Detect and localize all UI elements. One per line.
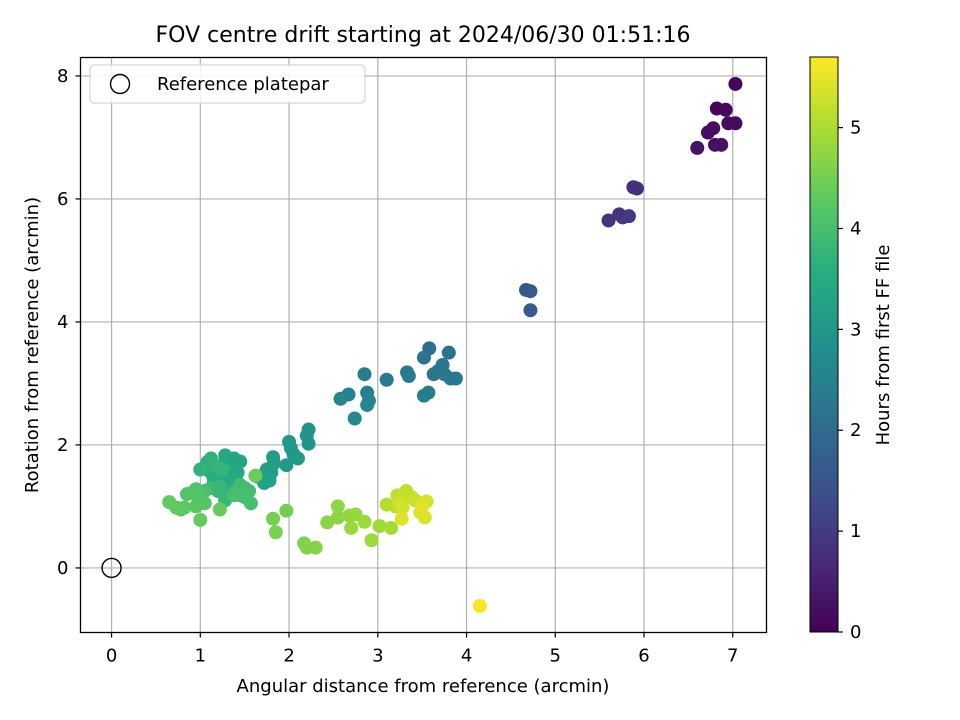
y-tick-label: 0 [57,558,68,579]
colorbar-tick-label: 2 [850,420,861,441]
colorbar-tick-label: 0 [850,622,861,643]
data-point [360,397,375,412]
data-point [333,391,348,406]
data-point [215,462,230,477]
x-tick-label: 6 [638,646,649,667]
data-point [212,502,227,517]
data-point [417,510,432,525]
data-point [308,540,323,555]
y-axis-ticks: 0 2 4 6 8 [57,66,81,579]
data-point [523,284,538,299]
data-point [441,345,456,360]
data-point [357,514,372,529]
legend-marker-reference [109,73,131,95]
data-point [290,451,305,466]
colorbar-label: Hours from first FF file [873,245,894,446]
colorbar: 0 1 2 3 4 5 Hours from first FF file [809,56,894,643]
y-tick-label: 4 [57,312,68,333]
data-point [601,213,616,228]
data-point [401,369,416,384]
x-tick-label: 4 [461,646,472,667]
colorbar-ticks: 0 1 2 3 4 5 [838,118,861,643]
data-point [357,367,372,382]
data-point [392,496,407,511]
chart-title: FOV centre drift starting at 2024/06/30 … [156,23,691,48]
legend: Reference platepar [89,64,366,104]
data-point [179,487,194,502]
x-axis-label: Angular distance from reference (arcmin) [237,676,610,697]
x-tick-label: 2 [283,646,294,667]
x-tick-label: 5 [550,646,561,667]
y-tick-label: 2 [57,435,68,456]
y-axis-label: Rotation from reference (arcmin) [22,197,43,493]
data-point [621,209,636,224]
data-point [629,181,644,196]
data-point [379,372,394,387]
legend-label-reference: Reference platepar [157,74,329,95]
data-point [372,519,387,534]
data-point [266,511,281,526]
x-tick-label: 1 [195,646,206,667]
data-point [472,599,487,614]
data-point [188,499,203,514]
x-tick-label: 0 [106,646,117,667]
x-axis-ticks: 0 1 2 3 4 5 6 7 [106,632,739,667]
colorbar-tick-label: 5 [850,118,861,139]
data-point [330,510,345,525]
data-point [193,462,208,477]
data-point [384,520,399,535]
x-tick-label: 7 [727,646,738,667]
data-point [330,499,345,514]
legend-box [89,64,366,104]
data-point [364,533,379,548]
data-point [162,495,177,510]
data-point [394,511,409,526]
data-point [347,411,362,426]
data-points [162,76,743,614]
reference-layer [101,557,122,579]
data-point [448,371,463,386]
data-point [728,76,743,91]
reference-platepar-marker [101,557,122,579]
data-point [415,499,430,514]
data-point [279,503,294,518]
data-point [700,125,715,140]
colorbar-gradient [809,56,839,633]
colorbar-tick-label: 3 [850,319,861,340]
data-point [243,496,258,511]
plot-frame [79,56,768,634]
data-point [279,458,294,473]
y-tick-label: 6 [57,189,68,210]
data-point [690,140,705,155]
data-point [416,350,431,365]
data-point [718,102,733,117]
data-point [416,388,431,403]
data-point [320,515,335,530]
data-point [268,525,283,540]
x-tick-label: 3 [372,646,383,667]
data-point [714,137,729,152]
y-tick-label: 8 [57,66,68,87]
colorbar-tick-label: 4 [850,218,861,239]
data-point [523,303,538,318]
data-point [227,488,242,503]
data-point [728,116,743,131]
data-point [301,436,316,451]
data-point [344,520,359,535]
data-point [248,468,263,483]
grid [80,57,767,633]
data-point [193,512,208,527]
colorbar-tick-label: 1 [850,521,861,542]
data-point [426,367,441,382]
